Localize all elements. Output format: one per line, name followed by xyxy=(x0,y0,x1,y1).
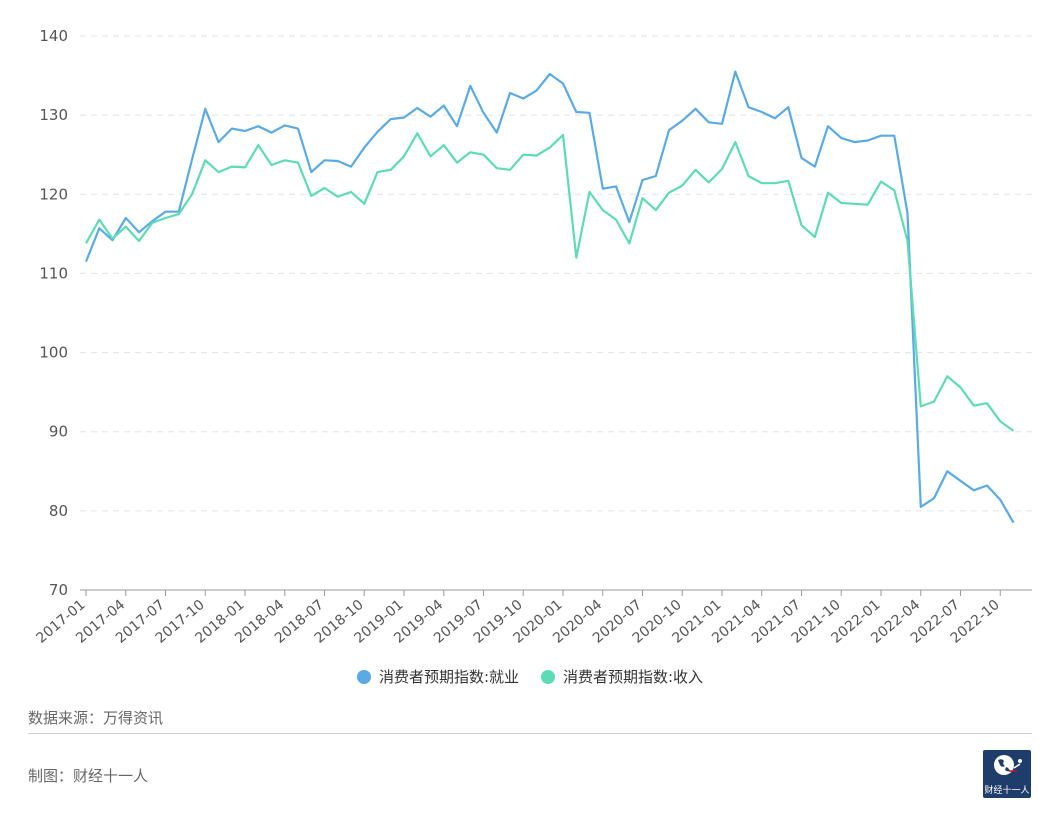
legend-marker-employment xyxy=(356,669,371,684)
series-line-income xyxy=(85,132,1015,432)
y-tick-label: 130 xyxy=(39,106,68,124)
footer-divider xyxy=(28,733,1032,734)
legend-item-income[interactable]: 消费者预期指数:收入 xyxy=(541,666,703,687)
data-source-note: 数据来源：万得资讯 xyxy=(28,709,164,727)
y-axis: 140 130 120 110 100 90 80 70 xyxy=(39,27,68,599)
logo-text: 财经十一人 xyxy=(984,786,1030,796)
legend-label-income: 消费者预期指数:收入 xyxy=(563,668,704,686)
y-tick-label: 120 xyxy=(39,185,68,203)
y-tick-label: 80 xyxy=(49,502,68,520)
legend-marker-income xyxy=(541,669,555,684)
series-layer xyxy=(84,70,1015,524)
legend-item-employment[interactable]: 消费者预期指数:就业 xyxy=(356,666,519,687)
grid-lines xyxy=(80,35,1032,512)
x-axis: 2017-012017-042017-072017-102018-012018-… xyxy=(33,589,1032,647)
y-tick-label: 140 xyxy=(39,27,68,45)
y-tick-label: 110 xyxy=(39,264,68,282)
y-tick-label: 90 xyxy=(49,423,68,441)
line-chart: 140 130 120 110 100 90 80 70 2017-012017-042017… xyxy=(33,27,1032,647)
globe-icon xyxy=(994,755,1022,775)
y-tick-label: 100 xyxy=(39,344,68,362)
publisher-logo: 财经十一人 xyxy=(983,750,1031,798)
legend-label-employment: 消费者预期指数:就业 xyxy=(378,668,519,686)
chart-credit: 制图：财经十一人 xyxy=(28,767,149,785)
chart-legend: 消费者预期指数:就业 消费者预期指数:收入 xyxy=(0,666,1060,687)
series-line-employment xyxy=(84,70,1015,524)
y-tick-label: 70 xyxy=(49,581,68,599)
